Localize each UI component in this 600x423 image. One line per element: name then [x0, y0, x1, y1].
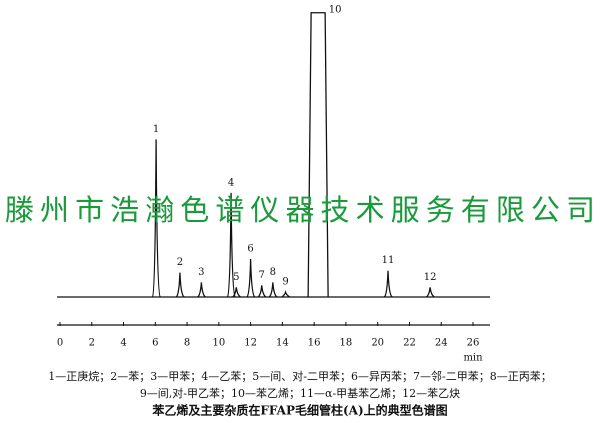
chart-title: 苯乙烯及主要杂质在FFAP毛细管柱(A)上的典型色谱图	[151, 403, 447, 418]
x-tick-label: 26	[467, 338, 480, 349]
legend-line: 9—间,对-甲乙苯；10—苯乙烯；11—α-甲基苯乙烯；12—苯乙炔	[140, 386, 460, 400]
peak	[268, 282, 278, 298]
x-tick-label: 16	[308, 338, 321, 349]
legend-line: 1—正庚烷；2—苯；3—甲苯；4—乙苯；5—间、对-二甲苯；6—异丙苯；7—邻-…	[48, 369, 551, 383]
x-tick-label: 12	[244, 338, 257, 349]
peak-label: 6	[247, 244, 253, 255]
peak-label: 9	[282, 277, 288, 288]
peak	[226, 192, 236, 298]
x-tick-label: 20	[371, 338, 384, 349]
peak-label: 1	[153, 124, 159, 135]
x-tick-label: 18	[340, 338, 353, 349]
peak	[383, 270, 393, 298]
peak	[175, 272, 185, 298]
x-axis-label: min	[463, 353, 483, 364]
peak-label: 11	[382, 255, 395, 266]
x-tick-label: 14	[276, 338, 289, 349]
peak	[307, 12, 329, 298]
x-tick-label: 10	[212, 338, 225, 349]
x-tick-label: 0	[57, 338, 63, 349]
peak	[232, 287, 241, 298]
peak	[281, 289, 291, 298]
peak-label: 3	[198, 267, 204, 278]
peak-label: 12	[424, 272, 437, 283]
x-tick-label: 8	[184, 338, 190, 349]
peak-label: 2	[177, 257, 183, 268]
peak	[197, 282, 206, 298]
watermark: 滕州市浩瀚色谱仪器技术服务有限公司	[5, 193, 595, 227]
peak	[257, 285, 267, 298]
x-tick-label: 4	[120, 338, 126, 349]
x-tick-label: 2	[89, 338, 95, 349]
peak-label: 8	[270, 267, 276, 278]
peak	[425, 287, 435, 298]
x-tick-label: 6	[152, 338, 158, 349]
peak	[151, 139, 161, 298]
peak-label: 7	[259, 270, 265, 281]
x-tick-label: 24	[435, 338, 448, 349]
peak	[246, 259, 256, 298]
peak-label: 4	[228, 177, 234, 188]
peak-label: 5	[233, 272, 239, 283]
peak-label: 10	[329, 5, 342, 16]
x-tick-label: 22	[403, 338, 416, 349]
